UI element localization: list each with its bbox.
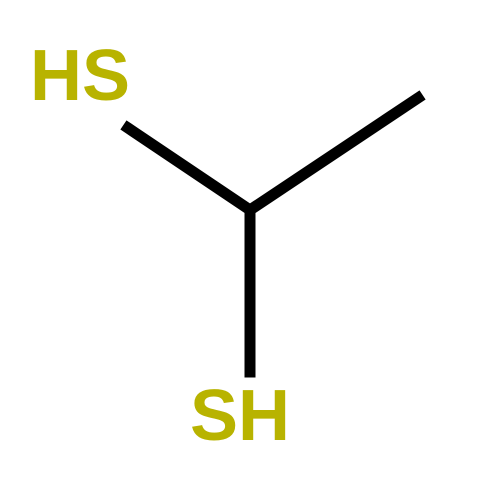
atom-hs-top: HS [30, 35, 130, 117]
atom-sh-bottom: SH [190, 375, 290, 457]
molecule-canvas: HS SH [0, 0, 500, 500]
